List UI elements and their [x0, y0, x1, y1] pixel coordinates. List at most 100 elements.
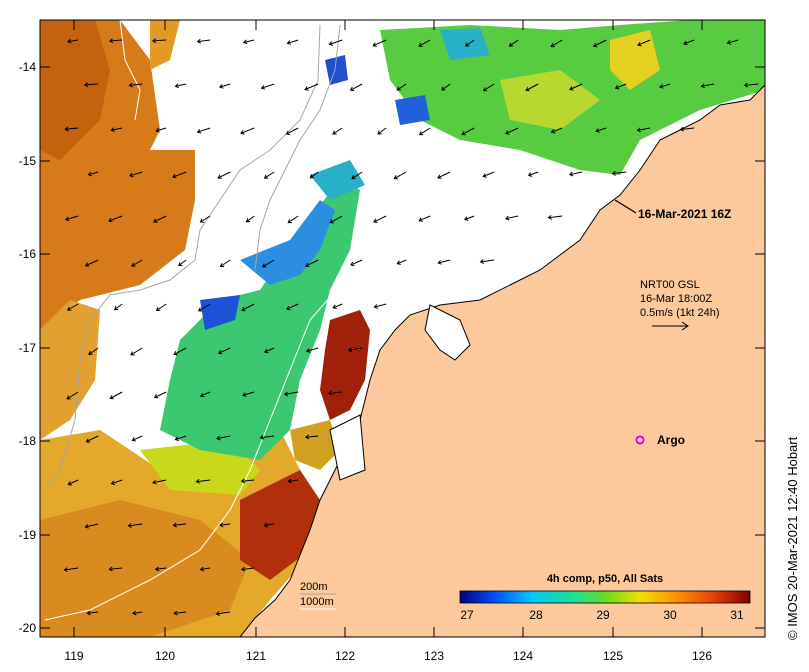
current-vector: [197, 127, 211, 133]
current-vector: [67, 303, 79, 311]
current-vector: [65, 127, 79, 130]
x-label-124: 124: [513, 649, 533, 663]
sst-patch-hot-coast: [320, 310, 370, 420]
current-vector-head: [479, 259, 485, 264]
current-vector-head: [396, 86, 401, 91]
current-vector: [305, 259, 319, 267]
current-vector-head: [305, 262, 310, 268]
current-vector-head: [131, 262, 136, 267]
current-vector-head: [350, 261, 355, 267]
sst-patch-nw-small: [150, 20, 180, 70]
current-vector: [64, 567, 79, 571]
current-vector: [114, 303, 123, 311]
current-vector-head: [110, 480, 116, 486]
y-label-m19: -19: [19, 528, 37, 542]
isobath-1000m-north: [119, 20, 141, 121]
current-vector: [219, 83, 231, 88]
current-vector-head: [437, 174, 442, 179]
current-vector-head: [129, 172, 134, 178]
current-vector: [262, 259, 275, 268]
credit-label: © IMOS 20-Mar-2021 12:40 Hobart: [785, 436, 800, 640]
current-vector: [109, 567, 123, 570]
current-vector: [152, 479, 167, 484]
current-vector: [505, 215, 519, 220]
current-vector-head: [418, 42, 423, 47]
current-vector: [130, 347, 143, 356]
current-vector: [374, 303, 387, 308]
current-vector: [109, 391, 123, 399]
current-vector-head: [505, 215, 510, 221]
current-vector: [84, 83, 99, 86]
current-vector-head: [700, 83, 705, 89]
y-label-m20: -20: [19, 621, 37, 635]
current-vector-head: [131, 437, 136, 442]
current-vector-head: [505, 130, 510, 135]
colorbar-tick-30: 30: [663, 608, 677, 622]
current-vector-head: [636, 127, 641, 133]
current-vector-head: [196, 128, 202, 134]
current-vector: [304, 83, 319, 90]
x-label-123: 123: [424, 649, 444, 663]
current-vector-head: [372, 42, 377, 47]
current-vector-head: [113, 306, 119, 311]
current-vector: [172, 171, 187, 178]
current-vector: [88, 171, 99, 176]
current-vector-head: [67, 38, 72, 44]
axis-ticks: [40, 20, 765, 637]
current-vector-head: [240, 130, 245, 135]
sst-patch-west: [40, 300, 100, 440]
current-vector: [111, 127, 123, 131]
current-vector-head: [154, 566, 160, 572]
isobaths: [44, 20, 376, 621]
current-vector-head: [108, 217, 113, 223]
current-vector: [241, 479, 255, 482]
current-vector: [198, 303, 211, 312]
current-vector: [153, 215, 167, 223]
current-vector-head: [286, 40, 292, 45]
current-vector: [528, 171, 539, 176]
current-vector: [306, 347, 319, 352]
current-vector-head: [329, 219, 335, 224]
current-vector-head: [637, 41, 642, 47]
current-vector: [350, 259, 363, 266]
current-vector-head: [240, 566, 246, 572]
current-key-arrowhead: [681, 321, 689, 331]
current-vector-head: [418, 217, 423, 222]
current-vector-head: [305, 434, 310, 440]
current-vector: [241, 567, 255, 570]
current-vector: [637, 39, 651, 46]
current-vector-head: [86, 610, 91, 616]
y-label-m16: -16: [19, 247, 37, 261]
current-vector-head: [155, 127, 160, 133]
current-vector-head: [349, 86, 355, 91]
current-vector-head: [216, 435, 221, 441]
colorbar-tick-31: 31: [730, 608, 744, 622]
current-vector: [525, 83, 539, 91]
king-sound: [424, 304, 471, 361]
current-vector: [310, 171, 319, 179]
current-vector-head: [396, 260, 401, 265]
current-vector: [218, 347, 231, 354]
x-label-126: 126: [692, 649, 712, 663]
current-vector: [593, 39, 607, 47]
current-vector: [744, 83, 759, 86]
current-vector: [108, 215, 123, 222]
current-vector-head: [614, 84, 620, 90]
current-vector: [155, 567, 167, 570]
current-vector: [111, 479, 123, 485]
colorbar-tick-28: 28: [529, 608, 543, 622]
current-vector-head: [285, 130, 291, 135]
sst-patch-coast-yellow: [290, 420, 340, 470]
current-vector: [350, 83, 363, 91]
sst-field: [40, 20, 765, 637]
isobath-1000m: [44, 229, 376, 621]
colorbar: [459, 590, 751, 604]
current-vector-head: [547, 215, 553, 220]
current-vector: [569, 83, 583, 90]
x-label-119: 119: [64, 649, 83, 663]
current-vector-head: [482, 173, 487, 178]
current-vector: [132, 611, 143, 614]
current-vector-head: [199, 392, 205, 398]
current-vector: [701, 83, 715, 87]
